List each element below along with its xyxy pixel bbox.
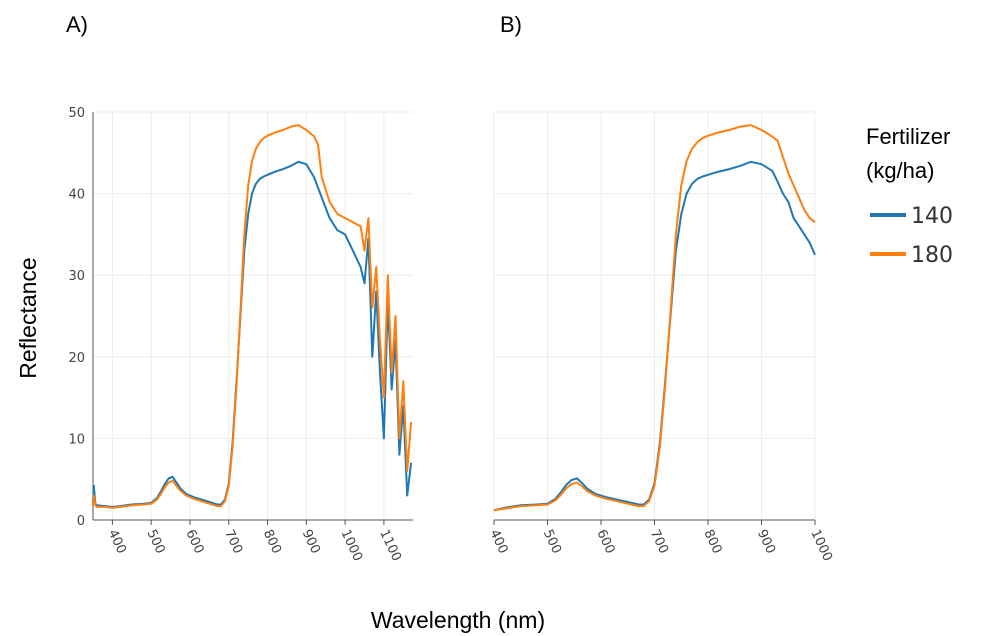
y-tick-label: 0 [77,514,85,529]
x-tick-label: 900 [299,527,323,556]
y-tick-label: 30 [68,269,85,284]
panel-b-plot: 400 500 600 700 800 900 1000 [486,111,835,564]
x-tick-label: 700 [647,527,671,556]
legend-title-line-2: (kg/ha) [866,158,934,183]
x-tick-label: 500 [144,527,168,556]
series-line-180-panel-a [92,124,413,509]
x-tick-label: 900 [754,527,778,556]
legend-title-line-1: Fertilizer [866,124,950,149]
x-tick-label: 1100 [376,527,404,563]
x-tick-label: 1000 [807,527,835,563]
x-tick-label: 800 [260,527,284,556]
series-line-140-panel-a [92,160,413,508]
x-tick-label: 600 [593,527,617,556]
legend-label-140: 140 [911,204,953,229]
x-tick-label: 600 [182,527,206,556]
x-tick-label: 700 [221,527,245,556]
x-tick-label: 400 [105,527,129,556]
x-tick-label: 500 [540,527,564,556]
x-tick-label: 400 [486,527,510,556]
y-tick-label: 20 [68,351,85,366]
y-tick-label: 40 [68,188,85,203]
legend: Fertilizer (kg/ha) 140 180 [866,124,953,268]
x-axis-title: Wavelength (nm) [371,607,545,633]
y-tick-label: 10 [68,432,85,447]
panel-b-label: B) [500,12,522,37]
panel-a-plot: 0 10 20 30 40 50 400 500 600 700 800 900 1000 1100 [68,106,413,564]
y-axis-title: Reflectance [15,257,41,378]
series-line-180-panel-b [493,124,816,512]
x-tick-label: 1000 [337,527,365,563]
x-tick-label: 800 [700,527,724,556]
panel-a-label: A) [66,12,88,37]
y-tick-label: 50 [68,106,85,121]
legend-label-180: 180 [911,243,953,268]
